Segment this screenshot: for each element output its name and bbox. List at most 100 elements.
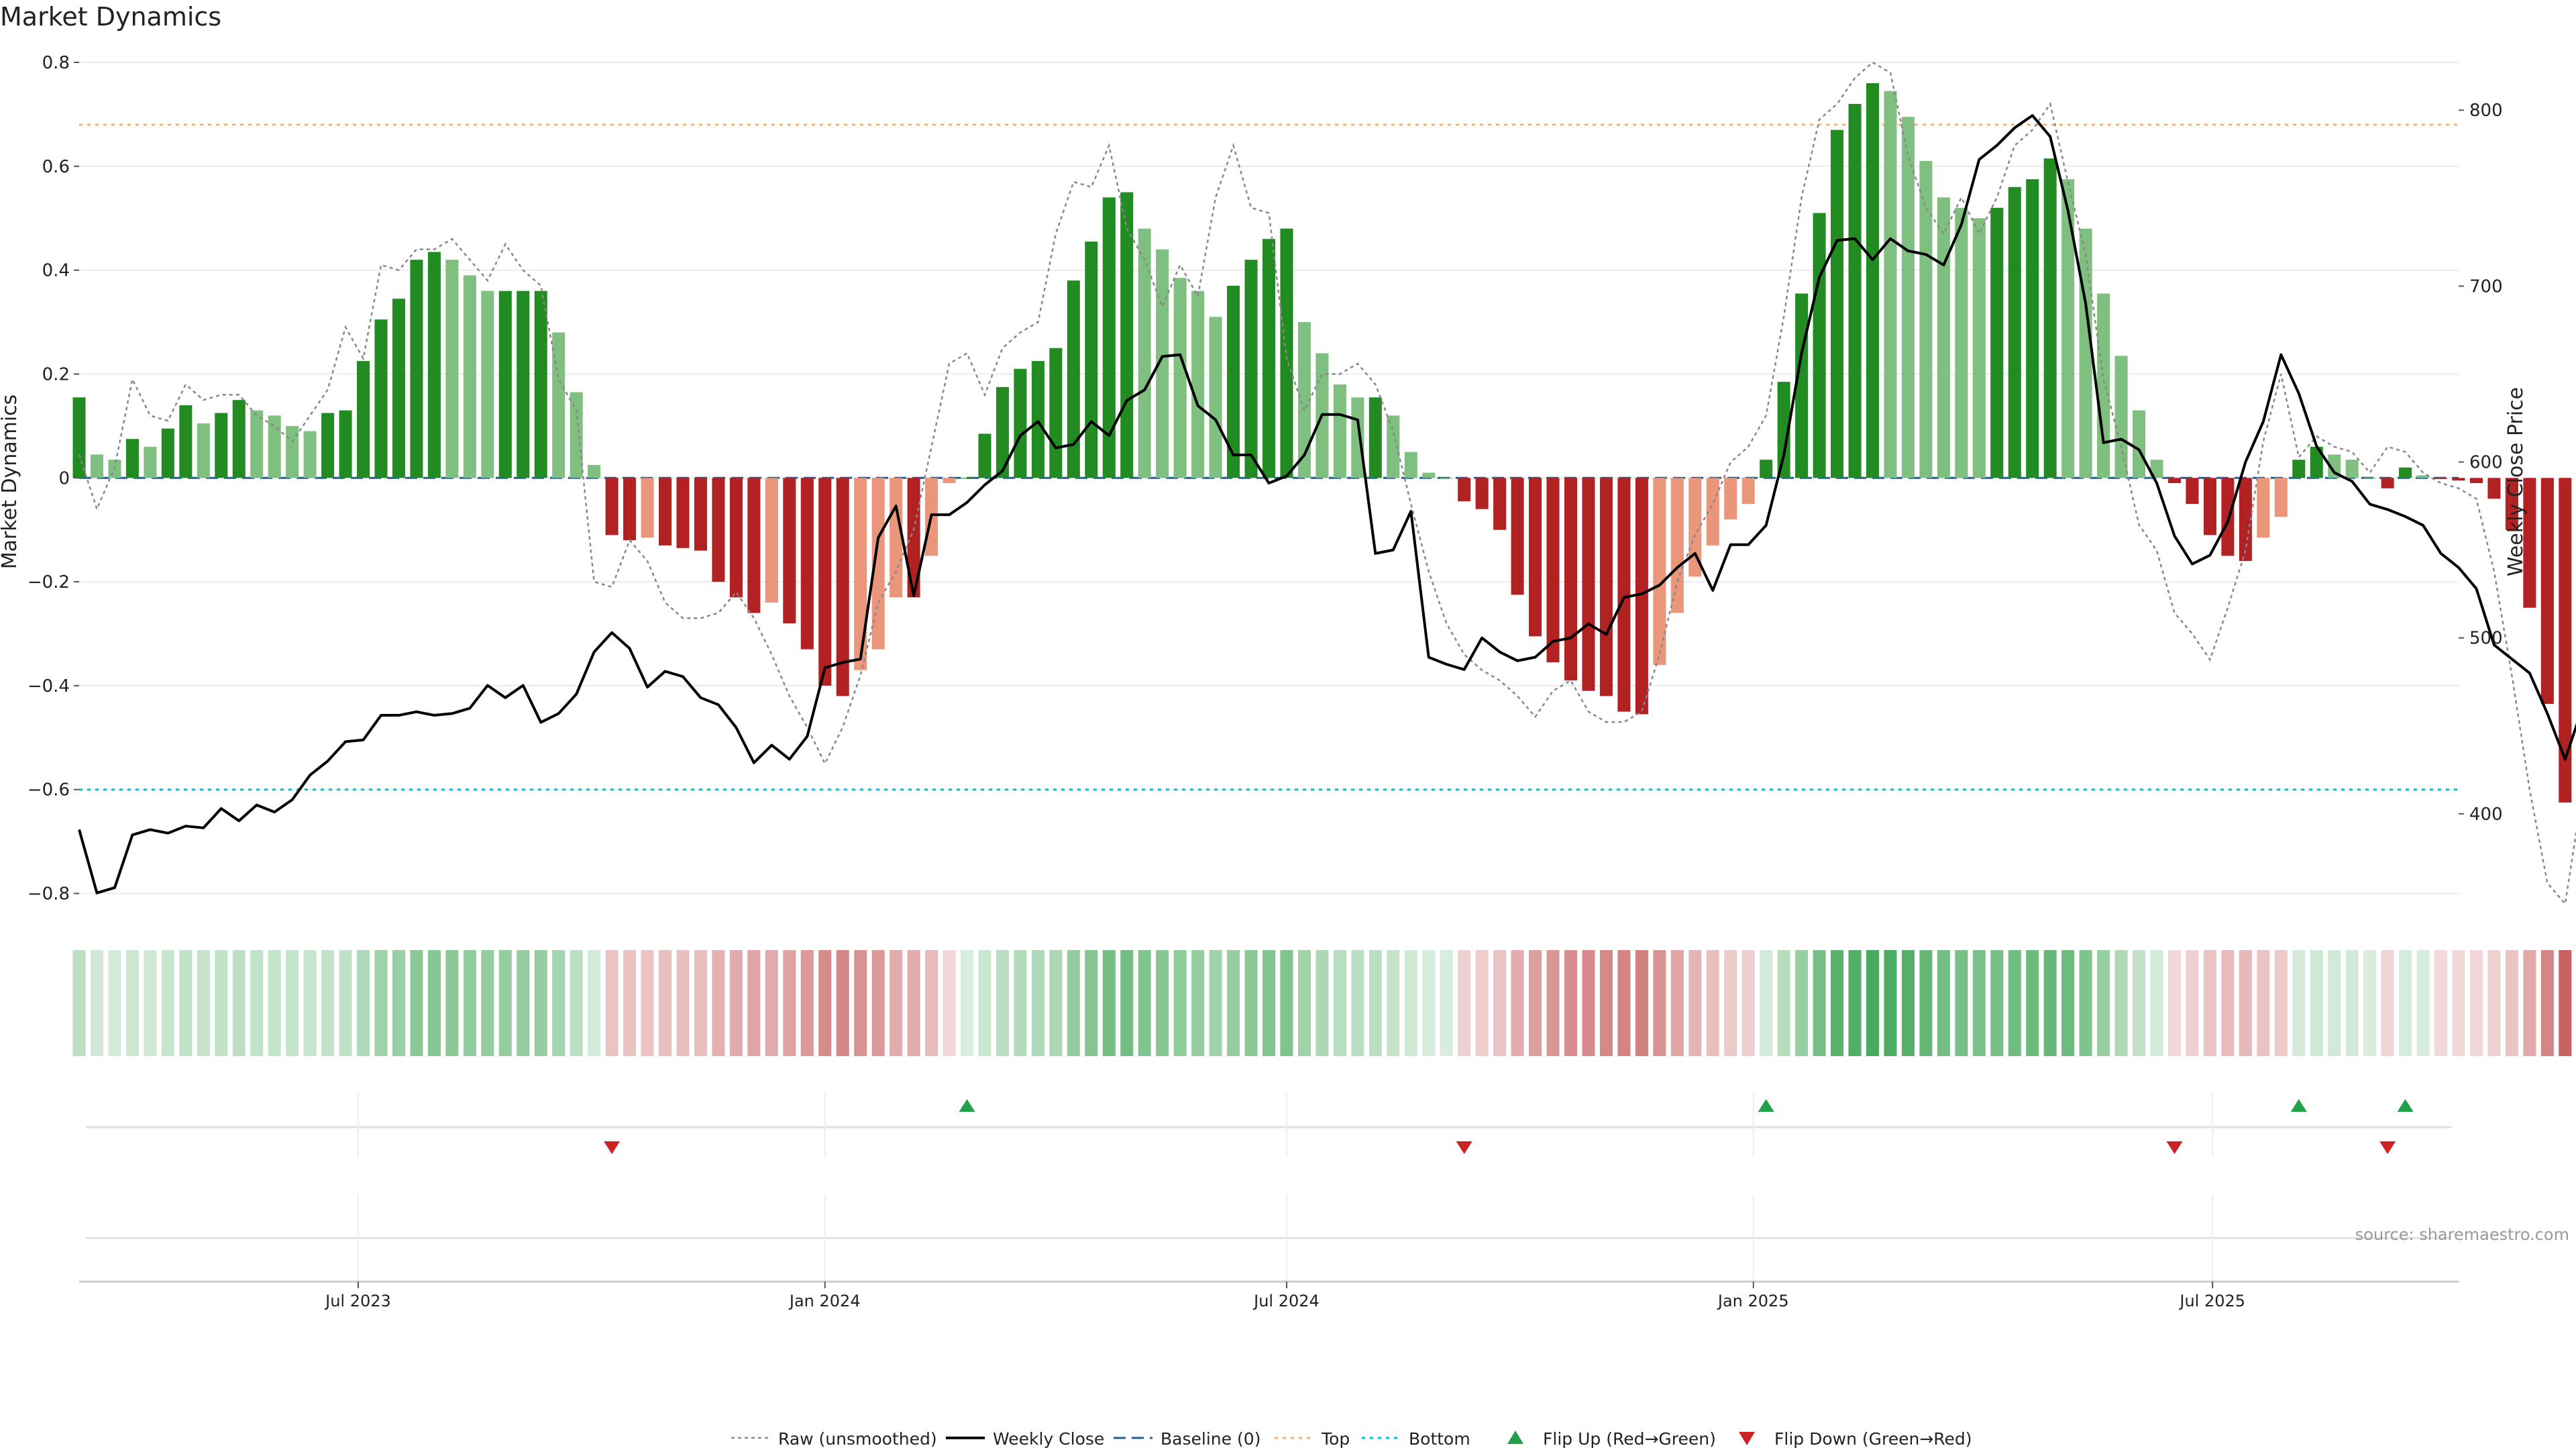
x-tick-label: Jan 2025 [1717,1292,1789,1310]
regime-strip-cell [2150,950,2163,1056]
legend-baseline: Baseline (0) [1114,1429,1260,1449]
legend-bottom-label: Bottom [1409,1429,1470,1449]
regime-strip-cell [712,950,725,1056]
dynamics-bar [356,361,370,478]
regime-strip-cell [1529,950,1542,1056]
regime-strip-cell [1262,950,1276,1056]
dynamics-bar [1599,478,1613,696]
regime-strip-cell [90,950,103,1056]
dynamics-bar [1262,239,1276,478]
legend-top-label: Top [1321,1429,1350,1449]
dynamics-bar [2167,478,2182,483]
dynamics-bar [2487,478,2501,499]
dynamics-bar [1368,397,1382,478]
dynamics-bar [2043,158,2057,478]
flip-up-marker [2397,1099,2414,1112]
regime-strip-cell [1546,950,1560,1056]
dynamics-bar [125,439,139,478]
regime-strip-cell [2274,950,2288,1056]
dynamics-bar [2345,460,2359,478]
dynamics-bar [1191,291,1205,478]
dynamics-bar [1831,129,1844,478]
dynamics-bar [1493,478,1507,530]
regime-strip-cell [1333,950,1346,1056]
regime-strip-cell [2186,950,2199,1056]
regime-strip-cell [1493,950,1507,1056]
dynamics-bar [694,478,707,551]
x-tick-label: Jul 2024 [1252,1292,1320,1310]
dynamics-bar [1777,382,1790,478]
regime-strip-cell [836,950,849,1056]
dynamics-bar [2186,478,2199,504]
regime-strip-cell [1014,950,1027,1056]
regime-strip-cell [2079,950,2092,1056]
legend-flip-down-label: Flip Down (Green→Red) [1774,1429,1972,1449]
regime-strip-cell [303,950,317,1056]
regime-strip-cell [2434,950,2448,1056]
regime-strip-cell [1972,950,1986,1056]
dynamics-bar [1866,83,1880,478]
regime-strip-cell [108,950,121,1056]
regime-strip-cell [1297,950,1311,1056]
raw-series [78,61,2576,906]
regime-strip-cell [1653,950,1666,1056]
regime-strip-cell [1848,950,1862,1056]
regime-strip-cell [1760,950,1773,1056]
regime-strip-cell [1955,950,1968,1056]
right-tick-label: 500 [2469,629,2503,649]
dynamics-bar [1387,415,1400,478]
dynamics-bar [1351,397,1364,478]
dynamics-bar [996,386,1009,478]
dynamics-bar [1138,228,1151,478]
dynamics-bar [890,478,903,598]
dynamics-bar [463,275,476,478]
dynamics-bar [658,478,672,546]
regime-strip-cell [1475,950,1489,1056]
dynamics-bar [2540,478,2554,704]
source-note: source: sharemaestro.com [2355,1225,2569,1244]
dynamics-bar [1582,478,1595,691]
regime-strip-cell [1582,950,1595,1056]
dynamics-bar [179,405,193,478]
dynamics-bar [2559,478,2572,803]
regime-strip-cell [215,950,228,1056]
regime-strip-cell [1635,950,1648,1056]
dynamics-bar [1173,278,1187,478]
regime-strip-cell [268,950,281,1056]
regime-strip-cell [694,950,707,1056]
dynamics-bar [2008,187,2021,478]
dynamics-bar [1848,103,1862,478]
dynamics-bar [161,428,174,478]
dynamics-bar [1227,285,1240,478]
chart-title: Market Dynamics [0,2,221,32]
regime-strip-cell [498,950,512,1056]
regime-strip-cell [1316,950,1329,1056]
regime-strip-cell [570,950,583,1056]
dynamics-bar [1546,478,1560,663]
dynamics-bar [2133,410,2146,478]
right-axis-label: Weekly Close Price [2504,387,2528,576]
dynamics-bar [215,413,228,478]
regime-strip-cell [445,950,459,1056]
dynamics-bar [427,252,441,478]
legend-bottom: Bottom [1362,1429,1470,1449]
dynamics-bar [712,478,725,582]
dynamics-bar [392,299,405,478]
dynamics-bar [1297,322,1311,478]
regime-strip-cell [339,950,352,1056]
dynamics-bar [250,410,264,478]
regime-strip-cell [854,950,867,1056]
weekly-close-series [78,114,2576,894]
regime-strip-cell [374,950,388,1056]
regime-strip-cell [818,950,832,1056]
dynamics-bar [854,478,867,670]
regime-strip-cell [1617,950,1631,1056]
dynamics-bar [1653,478,1666,665]
regime-strip-cell [1599,950,1613,1056]
right-tick-label: 700 [2469,276,2503,297]
dynamics-bar [197,423,210,478]
right-tick-label: 400 [2469,805,2503,825]
regime-strip-cell [125,950,139,1056]
